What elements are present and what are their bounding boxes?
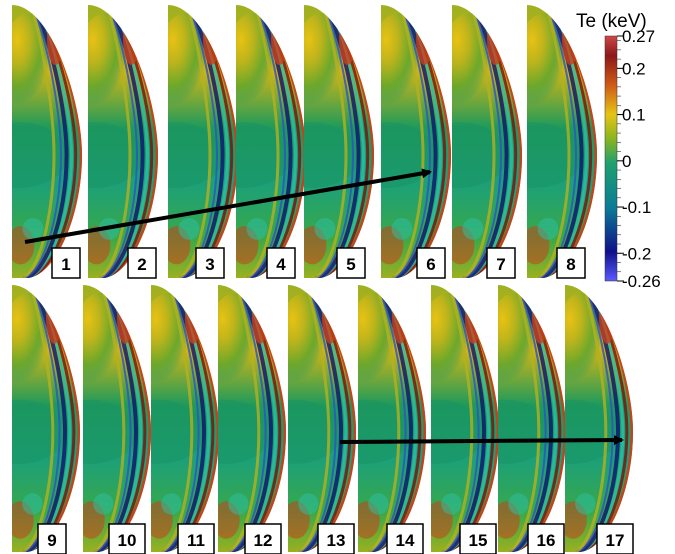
frame-label-10: 10	[108, 523, 146, 554]
frame-label-15: 15	[459, 523, 497, 554]
row1-labels: 1 2 3 4 5 6 7 8	[51, 247, 586, 279]
frame-label-3: 3	[195, 247, 225, 279]
frame-label-13: 13	[317, 523, 355, 554]
frame-number: 6	[426, 255, 435, 274]
frame-label-4: 4	[266, 247, 296, 279]
frame-number: 1	[61, 255, 70, 274]
frame-number: 10	[118, 531, 137, 550]
colorbar: Te (keV) 0.27 0.2 0.1 0 -0.1 -0.2 -0.26	[576, 11, 661, 291]
colorbar-tick-label: 0.27	[622, 27, 655, 46]
frame-number: 8	[566, 255, 575, 274]
frame-label-7: 7	[486, 247, 516, 279]
row1-panels	[12, 5, 597, 278]
colorbar-tick-label: -0.2	[622, 244, 651, 263]
frame-number: 14	[396, 531, 415, 550]
frame-number: 17	[606, 531, 625, 550]
frame-number: 2	[137, 255, 146, 274]
frame-number: 3	[205, 255, 214, 274]
frame-label-14: 14	[386, 523, 424, 554]
trend-arrow-row1	[24, 168, 432, 244]
frame-label-1: 1	[51, 247, 81, 279]
frame-number: 12	[254, 531, 273, 550]
frame-label-9: 9	[37, 523, 67, 554]
row2-labels: 9 10 11 12 13 14 15 16 17	[37, 523, 634, 554]
colorbar-tick-label: 0	[622, 152, 631, 171]
cross-section-panel	[12, 285, 80, 552]
frame-number: 7	[496, 255, 505, 274]
colorbar-tick-label: -0.26	[622, 272, 661, 291]
colorbar-tick-label: -0.1	[622, 198, 651, 217]
colorbar-scale	[604, 35, 618, 282]
colorbar-ticks: 0.27 0.2 0.1 0 -0.1 -0.2 -0.26	[617, 27, 661, 291]
frame-label-8: 8	[556, 247, 586, 279]
frame-label-17: 17	[596, 523, 634, 554]
frame-number: 4	[276, 255, 286, 274]
frame-number: 15	[469, 531, 488, 550]
colorbar-tick-label: 0.2	[622, 59, 646, 78]
frame-label-6: 6	[416, 247, 446, 279]
trend-arrow-row2	[339, 435, 624, 446]
row2-panels	[12, 285, 633, 552]
frame-label-12: 12	[244, 523, 282, 554]
colorbar-tick-label: 0.1	[622, 106, 646, 125]
frame-number: 9	[47, 531, 56, 550]
frame-label-16: 16	[527, 523, 565, 554]
cross-section-panel	[381, 5, 451, 278]
frame-number: 5	[346, 255, 355, 274]
frame-label-11: 11	[177, 523, 215, 554]
frame-number: 16	[537, 531, 556, 550]
frame-label-5: 5	[336, 247, 366, 279]
colorbar-title: Te (keV)	[576, 11, 647, 32]
frame-label-2: 2	[127, 247, 157, 279]
frame-number: 11	[187, 531, 205, 550]
frame-number: 13	[327, 531, 346, 550]
